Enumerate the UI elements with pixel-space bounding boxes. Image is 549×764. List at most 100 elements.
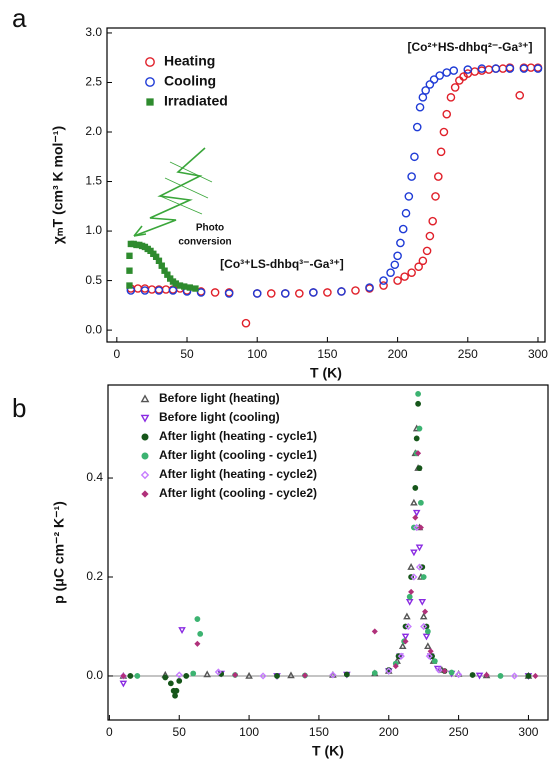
data-point [214,668,222,676]
data-point [119,680,128,688]
data-point [417,499,424,506]
data-point [168,286,178,295]
data-point [175,671,183,679]
data-point [274,673,280,679]
photo-arrow-head [133,225,147,237]
data-point [410,549,418,557]
annotation: Photo [196,223,224,234]
data-point [398,224,408,234]
data-point [147,285,157,294]
data-point [280,289,290,298]
plot-frame [107,384,549,721]
data-point [416,465,423,472]
data-point [441,667,448,675]
data-point [127,673,134,679]
legend-label: Before light (heating) [159,391,280,405]
data-point [436,147,446,157]
data-point [412,509,421,517]
data-point [497,673,504,679]
data-point [329,671,337,679]
data-point [309,288,318,297]
data-point [172,692,178,699]
data-point [386,268,395,277]
data-point [210,288,220,297]
data-point [167,680,174,687]
data-point [400,272,409,281]
data-point [442,68,452,77]
data-point [475,672,484,680]
data-point [241,318,251,328]
data-point [419,612,428,620]
data-point [410,498,418,506]
y-tick-label: 1.5 [85,174,102,188]
annotation: conversion [178,237,231,248]
data-point [390,260,400,270]
data-point [295,289,304,298]
photo-arrow [133,147,206,237]
data-point [491,64,501,73]
data-point [393,276,402,285]
y-tick-label: 0.0 [85,322,102,336]
data-point [422,246,432,256]
data-point [203,670,211,678]
data-point [176,678,183,684]
data-point [463,65,473,74]
data-point [154,286,164,295]
data-point [413,435,420,442]
data-point [371,628,378,635]
data-point [183,673,190,679]
data-point [433,665,442,673]
legend-marker [146,98,154,106]
y-tick-label: 2.5 [85,75,102,89]
data-point [435,71,445,80]
data-point [252,289,262,298]
data-point [403,612,411,620]
data-point [449,66,459,75]
data-point [418,256,428,266]
legend-marker [140,470,150,480]
data-point [415,102,425,112]
data-point [470,67,480,76]
x-tick-label: 150 [317,347,337,361]
data-point [194,616,201,622]
data-point [498,64,508,73]
legend-label: Cooling [164,73,216,89]
legend-marker [141,433,149,441]
data-point [416,425,423,432]
data-point [371,670,378,676]
data-point [510,672,519,680]
data-point [287,671,295,679]
data-point [525,673,532,679]
x-tick-label: 300 [518,725,538,739]
data-point [126,282,133,289]
data-point [393,251,402,261]
data-point [259,672,267,680]
data-point [351,286,360,295]
x-tick-label: 50 [173,725,187,739]
data-point [140,286,150,295]
data-point [429,75,439,84]
data-point [415,400,421,407]
data-point [385,667,393,675]
panel-label: a [12,3,27,33]
y-tick-label: 0.4 [86,470,103,484]
data-point [414,262,423,272]
data-point [484,65,494,74]
legend-marker [140,394,150,403]
legend-marker [141,452,149,460]
data-point [415,563,424,571]
data-point [415,391,421,397]
data-point [245,671,253,679]
legend-marker [145,57,155,67]
data-point [133,284,143,293]
data-point [417,524,424,531]
data-point [519,64,529,73]
data-point [439,127,449,137]
data-point [448,669,455,676]
data-point [450,83,460,92]
data-point [413,523,421,532]
legend-marker [145,77,155,87]
data-point [343,671,350,678]
y-axis-label: χₘT (cm³ K mol⁻¹) [50,126,66,244]
